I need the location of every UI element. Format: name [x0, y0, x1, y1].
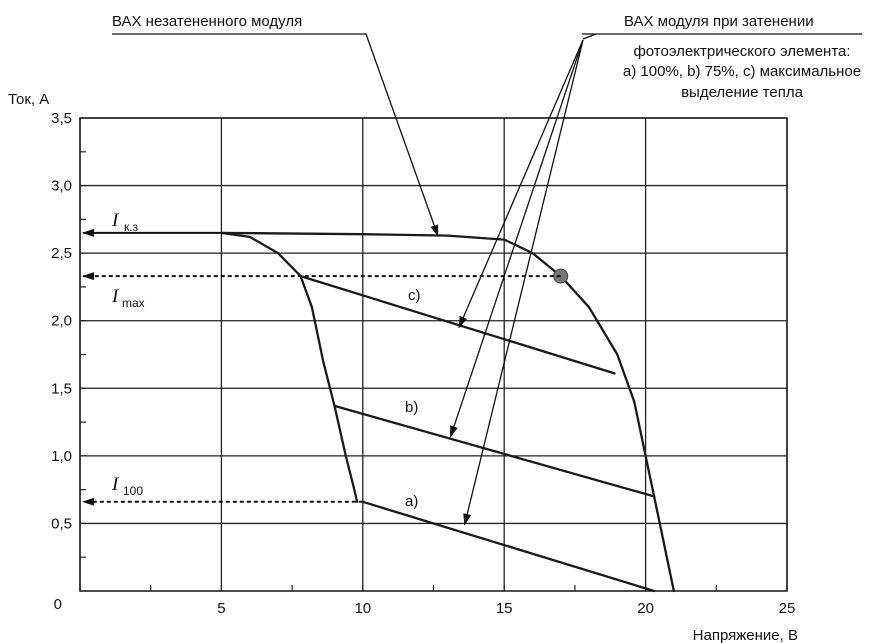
curve-label-c: c) — [408, 287, 421, 304]
series-line-shade-knee — [220, 231, 359, 503]
series-line-a — [361, 500, 656, 593]
chart-texts: Ток, А Напряжение, В ВАХ незатененного м… — [8, 13, 861, 643]
x-axis-label: Напряжение, В — [693, 627, 798, 643]
origin-label: 0 — [54, 596, 62, 613]
axis-ticks: 5 10 15 20 25 0,5 1,0 1,5 2,0 2,5 3,0 3,5 0 — [51, 110, 795, 617]
leader-to-b — [449, 39, 584, 438]
y-tick-label-2,5: 2,5 — [51, 245, 72, 262]
x-tick-label-10: 10 — [354, 600, 371, 617]
leader-unshaded — [112, 33, 439, 237]
series-group — [220, 231, 676, 593]
plot-frame — [79, 117, 788, 592]
y-tick-label-0,5: 0,5 — [51, 515, 72, 532]
leader-to-c — [458, 39, 584, 329]
curve-label-b: b) — [405, 399, 418, 416]
leader-shaded-to-hub — [582, 33, 597, 40]
curve-label-a: a) — [405, 493, 418, 510]
y-tick-label-3,0: 3,0 — [51, 178, 72, 195]
series-line-c — [299, 274, 616, 375]
imax-subscript: max — [122, 296, 145, 310]
i100-subscript: 100 — [123, 484, 143, 498]
x-tick-label-20: 20 — [637, 600, 654, 617]
series-line-unshaded — [220, 231, 676, 593]
x-tick-label-15: 15 — [496, 600, 513, 617]
grid — [79, 117, 788, 592]
annotation-shaded-line2: а) 100%, b) 75%, c) максимальное — [623, 63, 861, 80]
y-tick-label-2,0: 2,0 — [51, 313, 72, 330]
y-tick-label-3,5: 3,5 — [51, 110, 72, 127]
y-tick-label-1,0: 1,0 — [51, 448, 72, 465]
annotation-shaded-line3: выделение тепла — [681, 84, 804, 101]
x-tick-label-25: 25 — [779, 600, 796, 617]
isc-symbol: I — [111, 210, 120, 231]
isc-subscript: к.з — [124, 220, 139, 234]
annotation-shaded-line1: фотоэлектрического элемента: — [633, 43, 850, 60]
annotation-leaders — [112, 33, 862, 526]
series-line-b — [333, 404, 656, 498]
annotation-unshaded: ВАХ незатененного модуля — [112, 13, 302, 30]
reference-lines — [82, 228, 561, 506]
y-tick-label-1,5: 1,5 — [51, 380, 72, 397]
leader-to-a — [463, 39, 584, 526]
annotation-shaded-title: ВАХ модуля при затенении — [624, 13, 814, 30]
y-axis-label: Ток, А — [8, 91, 49, 108]
i100-symbol: I — [111, 474, 120, 495]
x-tick-label-5: 5 — [217, 600, 225, 617]
imax-symbol: I — [111, 286, 120, 307]
